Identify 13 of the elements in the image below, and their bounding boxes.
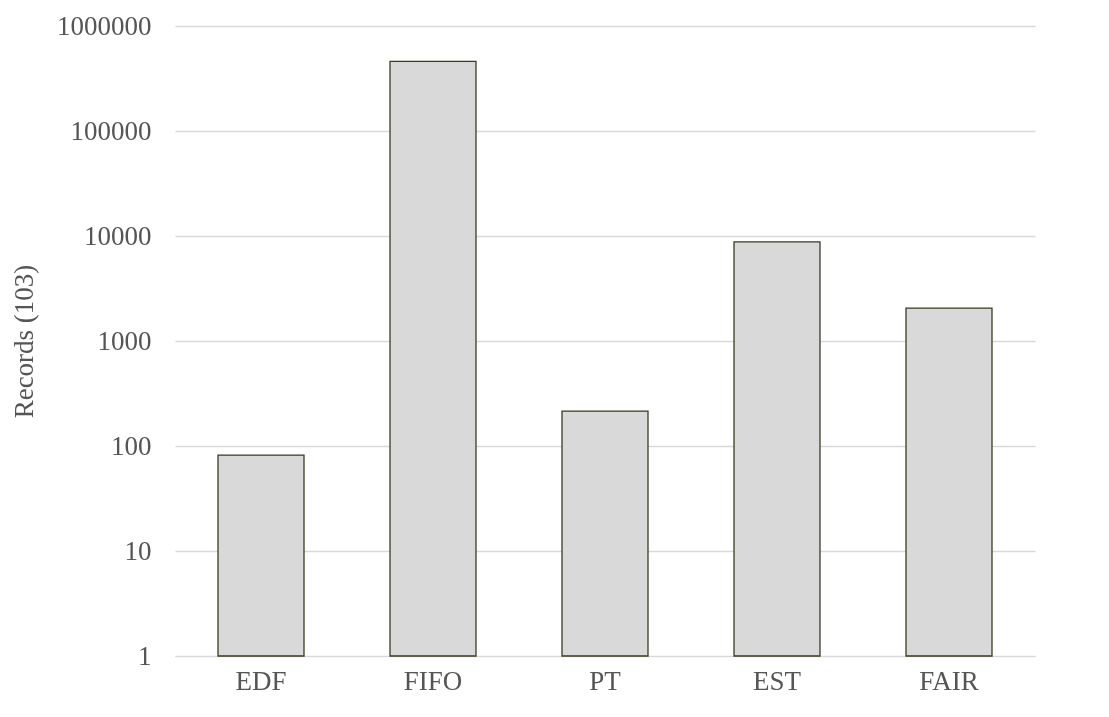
x-tick-label: FAIR xyxy=(919,665,979,696)
y-tick-label: 1000000 xyxy=(57,10,152,41)
x-tick-label: EDF xyxy=(235,665,287,696)
x-tick-label: EST xyxy=(752,665,802,696)
y-tick-label: 1000 xyxy=(97,325,152,356)
x-tick-label: FIFO xyxy=(403,665,463,696)
y-tick-label: 10 xyxy=(124,535,152,566)
y-tick-label: 10000 xyxy=(84,220,152,251)
y-axis-title: Records (103) xyxy=(9,264,39,419)
y-tick-label: 100 xyxy=(111,430,152,461)
x-tick-label: PT xyxy=(589,665,622,696)
y-tick-label: 1 xyxy=(138,640,152,671)
y-tick-label: 100000 xyxy=(70,115,152,146)
